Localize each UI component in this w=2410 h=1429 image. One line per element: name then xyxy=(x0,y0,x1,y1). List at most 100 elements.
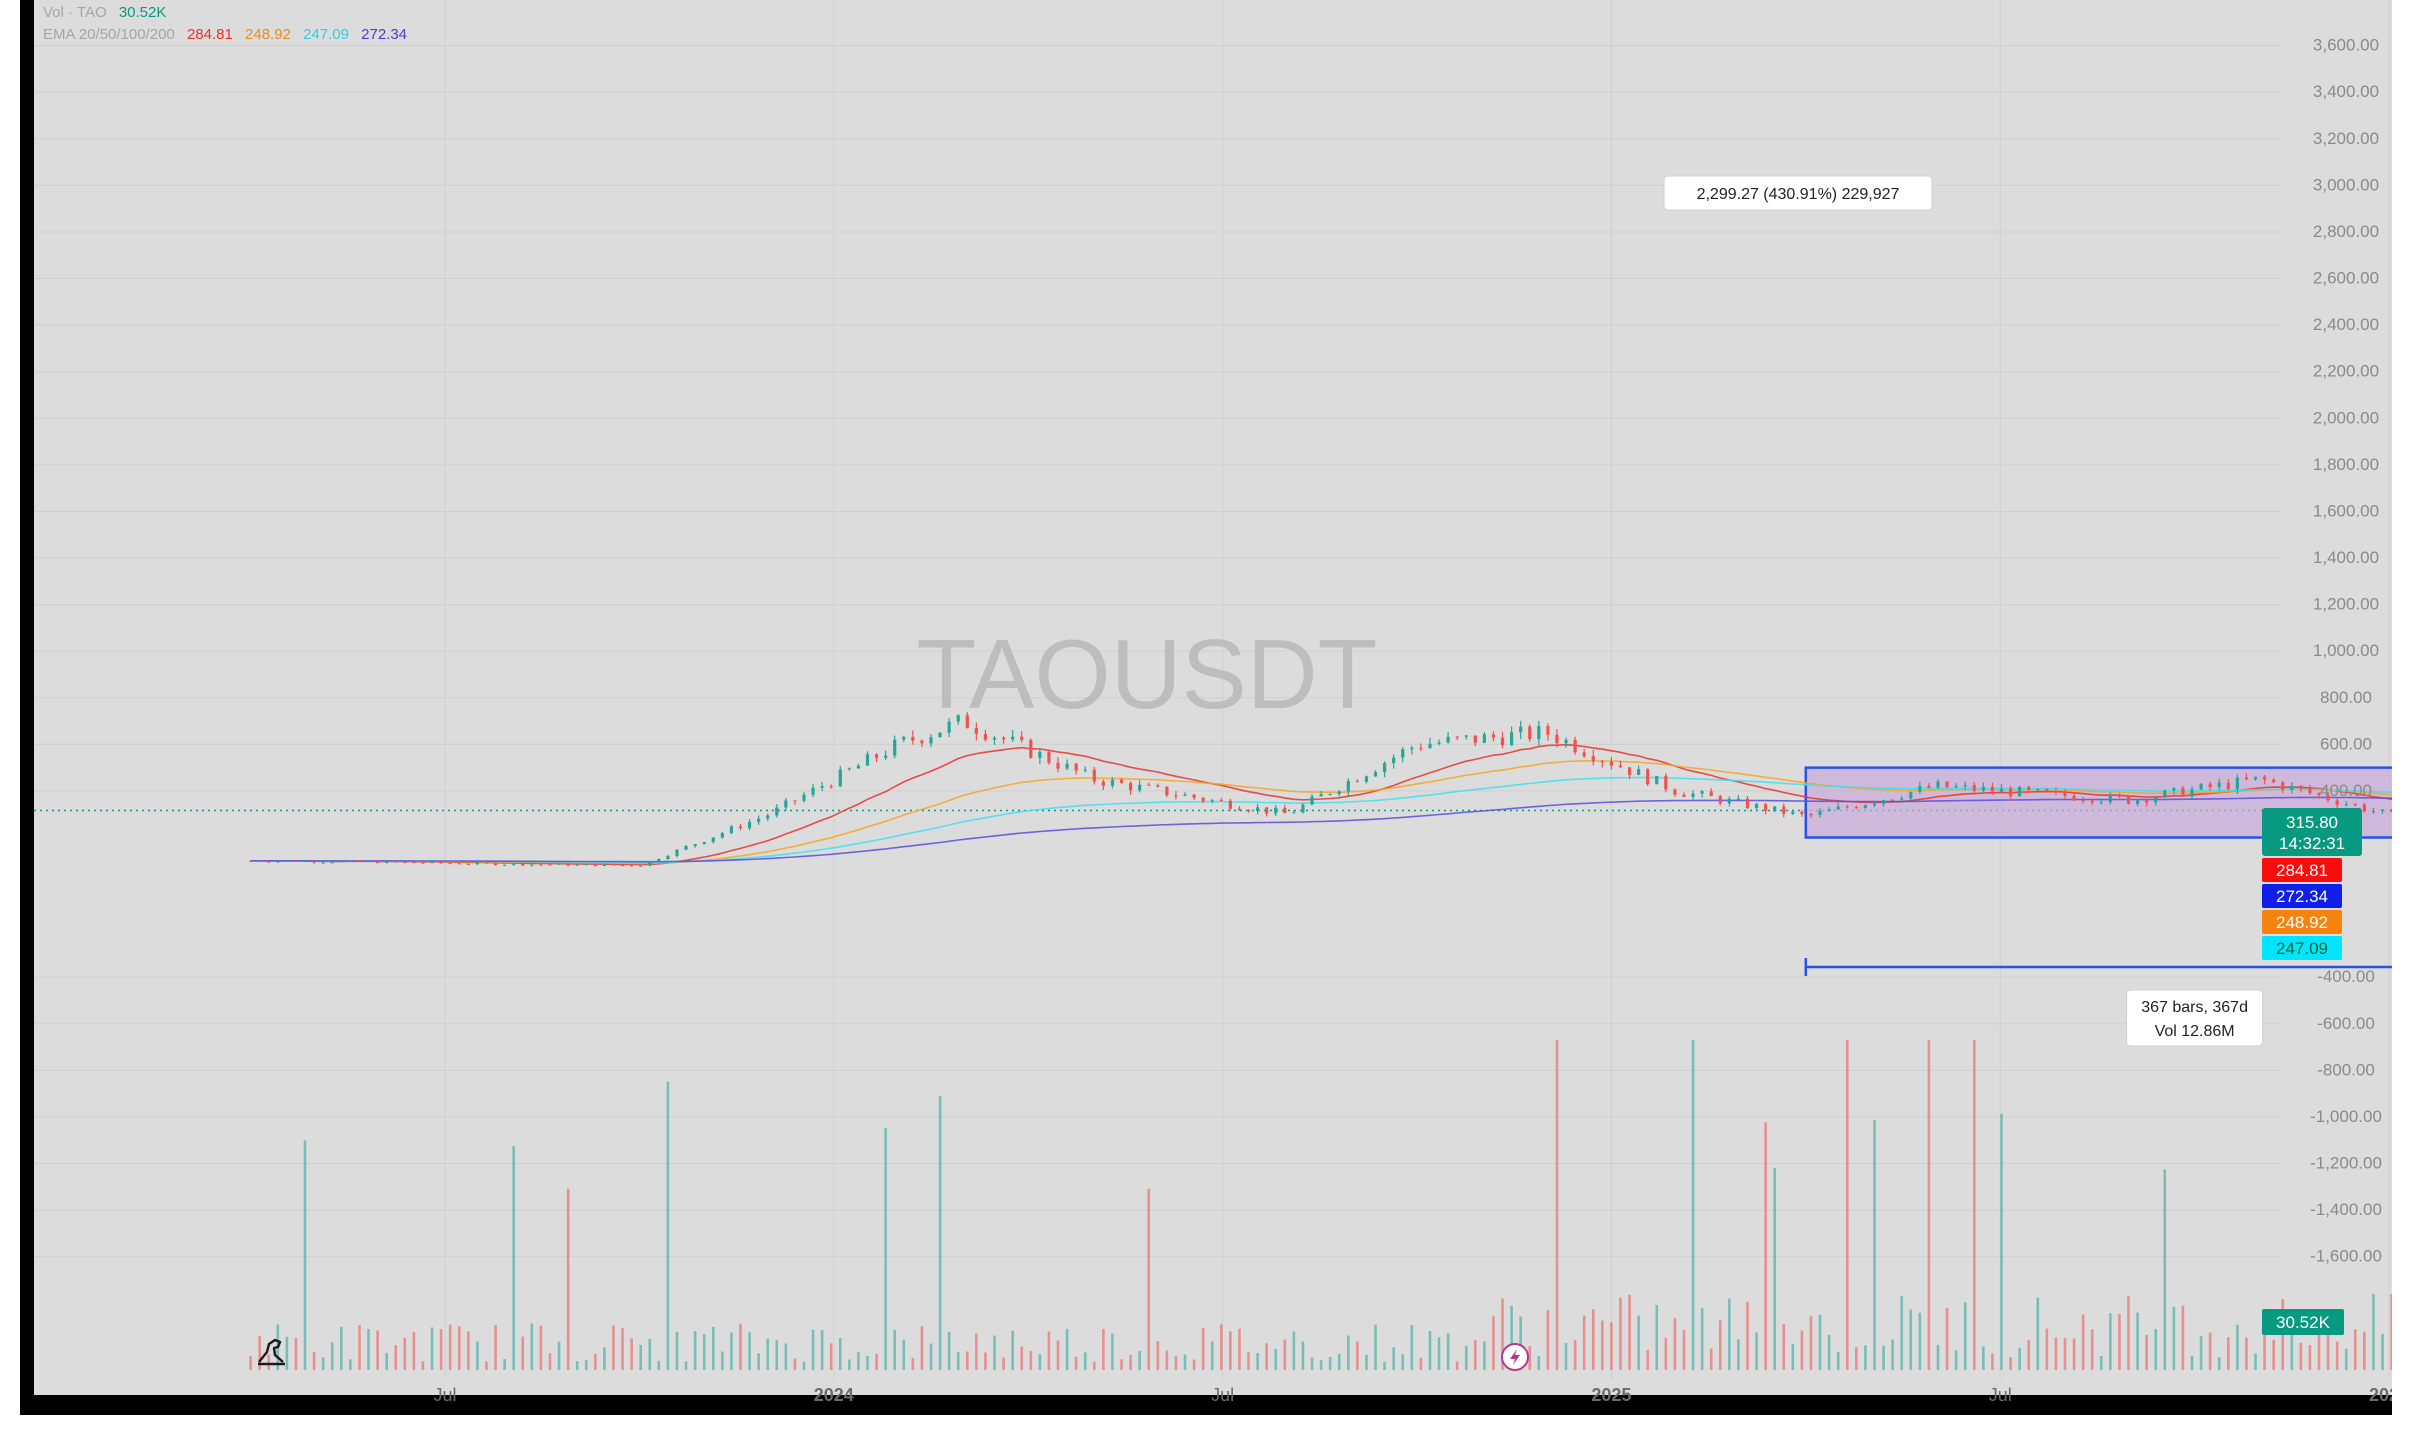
candle-body xyxy=(548,864,552,866)
y-tick-label: 2,600.00 xyxy=(2313,269,2379,288)
candle-body xyxy=(276,861,280,863)
volume-bar xyxy=(630,1338,633,1370)
candle-body xyxy=(484,862,489,864)
volume-bar xyxy=(1555,1040,1559,1370)
candle-body xyxy=(747,821,752,829)
volume-bar xyxy=(503,1359,506,1370)
volume-bar xyxy=(1483,1341,1486,1370)
candle-body xyxy=(1210,800,1214,802)
candle-body xyxy=(1364,776,1369,782)
volume-bar xyxy=(639,1344,642,1370)
candle-body xyxy=(865,754,870,766)
volume-bar xyxy=(793,1358,797,1370)
x-tick-label: 2024 xyxy=(814,1385,854,1405)
candle-body xyxy=(847,768,851,770)
volume-bar xyxy=(303,1140,307,1370)
candle-body xyxy=(1174,795,1178,797)
ema-legend-label: EMA 20/50/100/200 xyxy=(43,26,175,43)
volume-bar xyxy=(829,1343,833,1370)
candle-body xyxy=(1881,800,1886,804)
candle-body xyxy=(2145,800,2149,803)
volume-bar xyxy=(1210,1341,1214,1370)
volume-bar xyxy=(657,1360,661,1370)
candle-body xyxy=(2362,804,2366,812)
candle-body xyxy=(1519,726,1523,733)
candle-body xyxy=(856,765,861,769)
volume-bar xyxy=(340,1326,343,1370)
candle-body xyxy=(2172,787,2176,791)
volume-bar xyxy=(684,1361,688,1370)
volume-bar xyxy=(530,1323,534,1370)
candle-body xyxy=(2045,789,2049,792)
volume-bar xyxy=(1573,1339,1577,1370)
volume-bar xyxy=(1501,1298,1504,1370)
candle-body xyxy=(2108,794,2112,803)
chart-icons[interactable] xyxy=(258,1338,1529,1371)
ema-legend: EMA 20/50/100/200 284.81 248.92 247.09 2… xyxy=(43,26,415,43)
candle-body xyxy=(1482,734,1486,743)
candle-body xyxy=(1337,791,1341,794)
candle-body xyxy=(294,860,298,862)
candle-body xyxy=(1092,769,1096,782)
volume-bar xyxy=(875,1353,878,1370)
candle-body xyxy=(738,826,743,829)
volume-bar xyxy=(1083,1352,1087,1370)
candle-body xyxy=(321,862,325,864)
candle-body xyxy=(1528,726,1532,740)
volume-bar xyxy=(757,1353,760,1370)
volume-bars xyxy=(249,1040,2410,1370)
candle-body xyxy=(348,860,352,862)
ema50-legend-value: 248.92 xyxy=(245,26,291,43)
candle-body xyxy=(1255,807,1260,812)
ema-price-badge xyxy=(2262,884,2342,908)
candle-body xyxy=(1782,806,1786,814)
y-tick-label: 1,000.00 xyxy=(2313,641,2379,660)
candle-body xyxy=(1691,793,1695,797)
volume-bar xyxy=(448,1324,452,1370)
volume-bar xyxy=(1519,1316,1522,1370)
volume-bar xyxy=(721,1351,724,1370)
volume-bar xyxy=(1238,1328,1241,1370)
volume-bar xyxy=(385,1352,388,1370)
candle-body xyxy=(1274,807,1278,814)
volume-bar xyxy=(476,1341,479,1370)
volume-bar xyxy=(1845,1040,1849,1370)
volume-bar xyxy=(2163,1169,2167,1370)
volume-bar xyxy=(1464,1345,1468,1370)
candle-body xyxy=(929,737,933,744)
candle-body xyxy=(2299,785,2303,789)
candle-body xyxy=(303,861,307,863)
lightning-icon[interactable] xyxy=(1501,1343,1529,1371)
candle-body xyxy=(1936,781,1940,788)
volume-bar xyxy=(1201,1327,1205,1370)
volume-bar xyxy=(802,1361,806,1370)
y-tick-label: -1,600.00 xyxy=(2310,1247,2382,1266)
candle-body xyxy=(757,818,761,822)
last-price-value: 315.80 xyxy=(2286,813,2338,832)
candle-body xyxy=(412,861,416,863)
candle-body xyxy=(974,728,978,734)
dino-logo-icon[interactable] xyxy=(258,1338,285,1366)
candle-body xyxy=(766,815,770,819)
volume-bar xyxy=(2145,1334,2148,1370)
candle-body xyxy=(1891,799,1895,801)
volume-bar xyxy=(1310,1357,1314,1370)
volume-bar xyxy=(1156,1341,1160,1370)
candle-body xyxy=(1464,735,1468,737)
volume-bar xyxy=(2190,1355,2194,1370)
volume-bar xyxy=(594,1353,597,1370)
volume-bar xyxy=(1074,1356,1078,1370)
volume-bar xyxy=(1301,1341,1305,1370)
volume-bar xyxy=(2326,1325,2330,1370)
candle-body xyxy=(1845,806,1849,808)
volume-bar xyxy=(1836,1351,1840,1370)
volume-bar xyxy=(965,1351,969,1370)
volume-bar xyxy=(1247,1352,1250,1370)
ema-price-value: 248.92 xyxy=(2276,913,2328,932)
candle-body xyxy=(1383,763,1387,773)
volume-bar xyxy=(975,1333,978,1370)
candle-body xyxy=(1909,791,1913,799)
y-tick-label: 3,400.00 xyxy=(2313,82,2379,101)
